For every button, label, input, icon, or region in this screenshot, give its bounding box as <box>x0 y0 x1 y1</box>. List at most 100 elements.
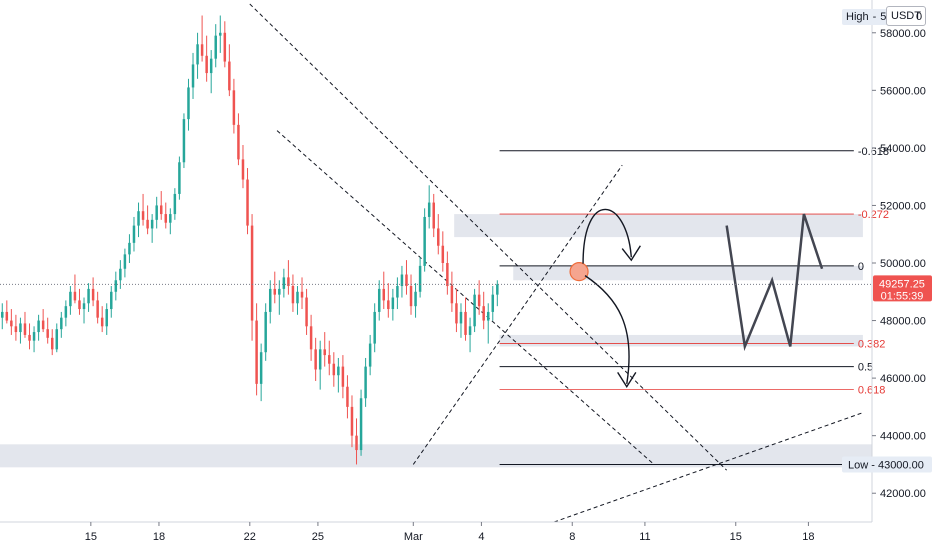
candle-body-40 <box>182 119 186 163</box>
unit-badge[interactable]: USDT <box>886 6 926 26</box>
x-tick-label-3: 25 <box>312 531 324 543</box>
x-tick-label-6: 8 <box>569 531 575 543</box>
low-tag-box <box>842 456 932 473</box>
candle-body-81 <box>368 343 372 367</box>
candle-body-43 <box>196 44 199 65</box>
projected-path <box>725 213 824 352</box>
candle-body-97 <box>441 245 445 263</box>
candle-body-31 <box>141 211 145 220</box>
x-tick-label-4: Mar <box>404 531 423 543</box>
candle-body-57 <box>259 352 263 384</box>
candle-body-54 <box>246 179 249 226</box>
candle-body-20 <box>91 288 95 301</box>
header-high: High - 5 <box>842 9 891 25</box>
candle-body-78 <box>355 435 358 451</box>
candle-body-48 <box>219 32 222 36</box>
candle-body-71 <box>323 349 326 356</box>
high-dash: - <box>872 11 877 23</box>
candle-body-16 <box>73 291 77 301</box>
candle-body-19 <box>87 288 90 304</box>
candle-body-56 <box>255 320 258 384</box>
candle-body-17 <box>78 300 81 310</box>
candle-body-60 <box>273 288 277 295</box>
y-tick-label-3: 48000.00 <box>880 316 926 328</box>
candle-body-45 <box>205 55 208 74</box>
candle-body-85 <box>387 300 390 310</box>
price-axis[interactable]: 42000.00 44000.00 46000.00 48000.00 50000.00… <box>842 0 932 522</box>
fib-label-0: -0.618 <box>858 146 889 158</box>
candle-body-1 <box>5 311 9 321</box>
candle-body-66 <box>300 291 304 298</box>
candle-body-106 <box>482 306 485 321</box>
fib-label-1: -0.272 <box>858 209 889 221</box>
candle-body-2 <box>10 320 13 327</box>
candle-body-90 <box>409 286 413 307</box>
candle-body-49 <box>223 32 227 62</box>
zone-1 <box>513 265 863 281</box>
candle-body-107 <box>486 311 490 321</box>
candle-body-80 <box>364 366 367 399</box>
candle-body-11 <box>50 337 54 350</box>
candle-body-38 <box>173 193 177 215</box>
uptrend-line-steep <box>412 164 623 465</box>
candle-body-46 <box>209 58 213 74</box>
candle-body-109 <box>496 284 499 295</box>
x-tick-label-7: 11 <box>639 531 650 543</box>
x-tick-label-5: 4 <box>478 531 484 543</box>
candle-body-82 <box>373 311 376 344</box>
candle-body-72 <box>328 355 331 364</box>
candle-body-25 <box>114 280 118 292</box>
candle-body-103 <box>468 326 472 335</box>
x-tick-label-8: 15 <box>730 531 742 543</box>
candle-body-102 <box>464 311 467 335</box>
low-label: Low - 43000.00 <box>848 459 924 471</box>
downtrend-line-upper <box>249 3 728 471</box>
candle-body-28 <box>128 242 131 255</box>
candle-body-41 <box>187 87 190 120</box>
uptrend-line-shallow <box>553 412 864 523</box>
candle-body-21 <box>96 300 99 318</box>
candle-body-59 <box>268 288 272 312</box>
candle-body-65 <box>296 291 299 304</box>
candle-body-50 <box>228 61 231 91</box>
candle-body-100 <box>455 303 458 324</box>
current-price-label: 49257.25 <box>879 278 925 290</box>
candle-body-58 <box>264 311 267 353</box>
candle-body-83 <box>377 288 381 312</box>
candle-body-62 <box>282 277 286 289</box>
bearish-arrow <box>584 275 630 384</box>
candle-body-77 <box>350 406 354 436</box>
candle-body-13 <box>60 317 63 330</box>
candle-body-105 <box>477 294 481 307</box>
x-tick-label-9: 18 <box>802 531 814 543</box>
candle-body-5 <box>23 323 27 335</box>
candle-body-55 <box>250 225 254 321</box>
candle-body-9 <box>41 320 45 330</box>
candle-body-32 <box>146 219 149 229</box>
candle-body-39 <box>178 162 181 194</box>
candle-body-22 <box>100 317 104 327</box>
candle-body-84 <box>382 288 386 301</box>
y-tick-label-1: 44000.00 <box>880 431 926 443</box>
candle-body-42 <box>191 64 195 88</box>
candle-body-34 <box>155 205 158 220</box>
candle-body-73 <box>332 363 336 376</box>
candle-body-26 <box>119 268 122 281</box>
candle-body-27 <box>123 254 127 269</box>
candles <box>1 15 499 465</box>
zone-2 <box>499 334 863 347</box>
candle-body-86 <box>391 297 395 310</box>
bearish-arrowhead <box>617 371 637 389</box>
time-axis[interactable]: 15 18 22 25 Mar 4 8 11 15 18 <box>0 521 872 543</box>
candle-body-63 <box>287 277 290 287</box>
candle-body-75 <box>341 366 345 387</box>
candle-body-108 <box>491 294 495 312</box>
x-tick-label-1: 18 <box>153 531 165 543</box>
candle-body-53 <box>241 159 245 180</box>
bullish-arrowhead <box>621 245 641 262</box>
candle-body-4 <box>19 323 22 333</box>
candle-body-33 <box>150 219 154 229</box>
candle-body-69 <box>314 349 317 370</box>
